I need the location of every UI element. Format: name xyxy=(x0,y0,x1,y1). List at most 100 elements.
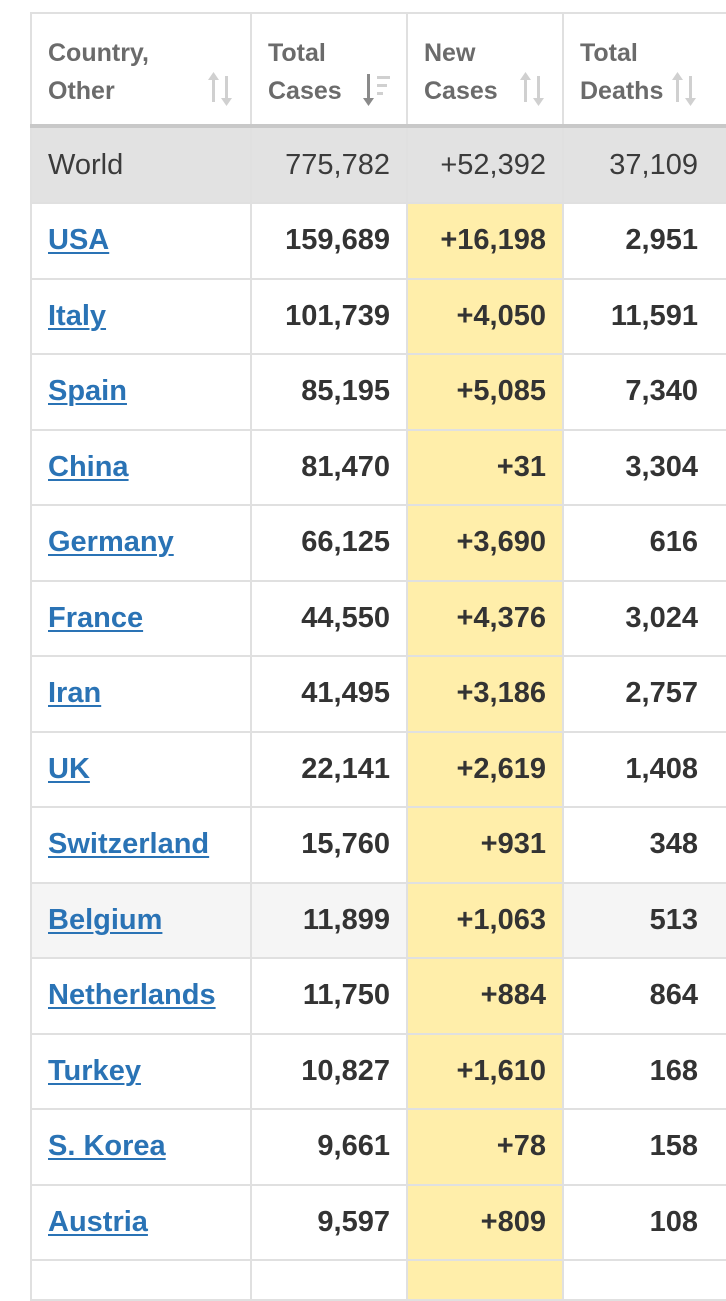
country-cell: S. Korea xyxy=(30,1108,252,1186)
total-cases-cell: 9,597 xyxy=(250,1183,408,1261)
table-row: Switzerland 15,760 +931 348 xyxy=(30,806,726,884)
country-cell: USA xyxy=(30,202,252,280)
table-row: France 44,550 +4,376 3,024 xyxy=(30,579,726,657)
total-cases-cell: 22,141 xyxy=(250,730,408,808)
country-cell: Austria xyxy=(30,1183,252,1261)
total-cases-cell: 10,827 xyxy=(250,1032,408,1110)
column-header-new-cases[interactable]: New Cases xyxy=(406,12,564,128)
country-link[interactable]: China xyxy=(48,450,129,483)
sort-arrows-icon[interactable] xyxy=(670,72,700,106)
total-deaths-cell: 3,024 xyxy=(562,579,726,657)
column-header-country-line1: Country, xyxy=(48,39,149,67)
column-header-total-deaths-line2: Deaths xyxy=(580,77,664,105)
new-cases-cell: +931 xyxy=(406,806,564,884)
country-link[interactable]: USA xyxy=(48,224,110,257)
total-deaths-cell: 1,408 xyxy=(562,730,726,808)
country-cell: Belgium xyxy=(30,881,252,959)
total-deaths-cell: 108 xyxy=(562,1183,726,1261)
world-new-cases-cell: +52,392 xyxy=(406,125,564,204)
empty-cell xyxy=(30,1259,252,1301)
country-link[interactable]: Turkey xyxy=(48,1054,141,1087)
column-header-country[interactable]: Country, Other xyxy=(30,12,252,128)
column-header-new-cases-line1: New xyxy=(424,39,476,67)
empty-cell xyxy=(406,1259,564,1301)
total-cases-cell: 15,760 xyxy=(250,806,408,884)
country-link[interactable]: Netherlands xyxy=(48,979,216,1012)
table-row: Belgium 11,899 +1,063 513 xyxy=(30,881,726,959)
empty-cell xyxy=(250,1259,408,1301)
total-cases-cell: 41,495 xyxy=(250,655,408,733)
new-cases-cell: +4,376 xyxy=(406,579,564,657)
country-link[interactable]: S. Korea xyxy=(48,1130,166,1163)
country-cell: Switzerland xyxy=(30,806,252,884)
total-deaths-cell: 348 xyxy=(562,806,726,884)
total-cases-cell: 85,195 xyxy=(250,353,408,431)
country-cell: Spain xyxy=(30,353,252,431)
country-link[interactable]: Iran xyxy=(48,677,102,710)
total-deaths-cell: 11,591 xyxy=(562,277,726,355)
new-cases-cell: +1,610 xyxy=(406,1032,564,1110)
world-total-cases-cell: 775,782 xyxy=(250,125,408,204)
new-cases-cell: +2,619 xyxy=(406,730,564,808)
table-header: Country, Other Total Cases xyxy=(30,12,726,128)
country-cell: France xyxy=(30,579,252,657)
new-cases-cell: +1,063 xyxy=(406,881,564,959)
sort-descending-icon[interactable] xyxy=(362,72,392,106)
total-deaths-cell: 7,340 xyxy=(562,353,726,431)
country-cell: Germany xyxy=(30,504,252,582)
column-header-total-deaths[interactable]: Total Deaths xyxy=(562,12,726,128)
new-cases-cell: +16,198 xyxy=(406,202,564,280)
country-cell: Iran xyxy=(30,655,252,733)
new-cases-cell: +884 xyxy=(406,957,564,1035)
country-link[interactable]: Austria xyxy=(48,1205,148,1238)
country-cell: UK xyxy=(30,730,252,808)
table-row: Germany 66,125 +3,690 616 xyxy=(30,504,726,582)
total-cases-cell: 81,470 xyxy=(250,428,408,506)
covid-stats-table: Country, Other Total Cases xyxy=(30,12,726,1301)
total-deaths-cell: 513 xyxy=(562,881,726,959)
country-link[interactable]: Spain xyxy=(48,375,127,408)
sort-arrows-icon[interactable] xyxy=(206,72,236,106)
new-cases-cell: +78 xyxy=(406,1108,564,1186)
world-country-cell: World xyxy=(30,125,252,204)
table-body: World 775,782 +52,392 37,109 USA 159,689 +… xyxy=(30,125,726,1301)
country-link[interactable]: Germany xyxy=(48,526,174,559)
country-link[interactable]: Italy xyxy=(48,299,107,332)
table-row: Spain 85,195 +5,085 7,340 xyxy=(30,353,726,431)
total-deaths-cell: 168 xyxy=(562,1032,726,1110)
table-row: Netherlands 11,750 +884 864 xyxy=(30,957,726,1035)
table-row: Iran 41,495 +3,186 2,757 xyxy=(30,655,726,733)
new-cases-cell: +31 xyxy=(406,428,564,506)
table-row: Turkey 10,827 +1,610 168 xyxy=(30,1032,726,1110)
total-cases-cell: 9,661 xyxy=(250,1108,408,1186)
total-cases-cell: 44,550 xyxy=(250,579,408,657)
country-link[interactable]: Belgium xyxy=(48,903,163,936)
total-deaths-cell: 616 xyxy=(562,504,726,582)
column-header-country-line2: Other xyxy=(48,77,115,105)
total-cases-cell: 159,689 xyxy=(250,202,408,280)
column-header-total-cases-line1: Total xyxy=(268,39,326,67)
country-cell: Turkey xyxy=(30,1032,252,1110)
new-cases-cell: +5,085 xyxy=(406,353,564,431)
covid-stats-table-container: Country, Other Total Cases xyxy=(30,12,726,1301)
total-cases-cell: 66,125 xyxy=(250,504,408,582)
table-row: USA 159,689 +16,198 2,951 xyxy=(30,202,726,280)
world-total-row: World 775,782 +52,392 37,109 xyxy=(30,125,726,204)
column-header-total-deaths-line1: Total xyxy=(580,39,638,67)
country-link[interactable]: Switzerland xyxy=(48,828,210,861)
table-row: Italy 101,739 +4,050 11,591 xyxy=(30,277,726,355)
table-row: Austria 9,597 +809 108 xyxy=(30,1183,726,1261)
total-cases-cell: 11,750 xyxy=(250,957,408,1035)
country-link[interactable]: UK xyxy=(48,752,90,785)
country-link[interactable]: France xyxy=(48,601,144,634)
empty-cell xyxy=(562,1259,726,1301)
column-header-total-cases-line2: Cases xyxy=(268,77,342,105)
column-header-new-cases-line2: Cases xyxy=(424,77,498,105)
column-header-total-cases[interactable]: Total Cases xyxy=(250,12,408,128)
total-cases-cell: 11,899 xyxy=(250,881,408,959)
table-row: UK 22,141 +2,619 1,408 xyxy=(30,730,726,808)
sort-arrows-icon[interactable] xyxy=(518,72,548,106)
new-cases-cell: +809 xyxy=(406,1183,564,1261)
new-cases-cell: +3,690 xyxy=(406,504,564,582)
total-deaths-cell: 3,304 xyxy=(562,428,726,506)
